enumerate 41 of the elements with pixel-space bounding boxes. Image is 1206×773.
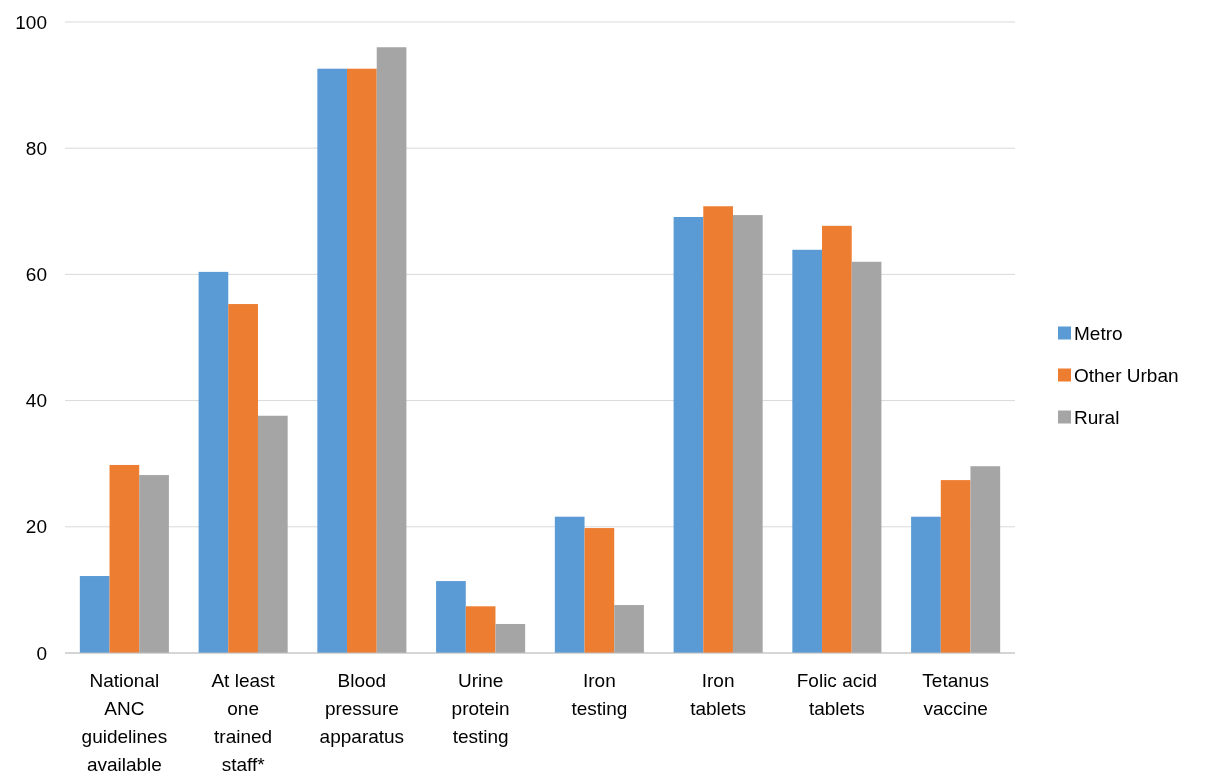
bar — [822, 225, 852, 653]
bar — [732, 215, 763, 653]
x-tick-label: Tetanus vaccine — [922, 670, 989, 719]
bar — [436, 581, 466, 653]
bar — [911, 516, 941, 653]
y-tick-label: 40 — [25, 390, 47, 412]
legend-label: Metro — [1074, 323, 1123, 345]
bar — [554, 516, 585, 653]
bar — [79, 576, 110, 653]
bar — [940, 480, 971, 653]
y-tick-label: 20 — [25, 516, 47, 538]
x-tick-label: Urine protein testing — [451, 670, 510, 747]
bar — [673, 216, 704, 653]
legend-label: Rural — [1074, 407, 1120, 429]
bar — [851, 261, 882, 653]
x-tick-label: Iron tablets — [690, 670, 747, 719]
y-tick-label: 80 — [25, 137, 47, 159]
y-tick-label: 100 — [15, 11, 47, 33]
bar — [584, 528, 615, 653]
bar — [257, 415, 288, 653]
bar — [228, 304, 258, 653]
y-tick-label: 0 — [36, 642, 47, 664]
bar — [347, 68, 377, 653]
x-tick-label: Blood pressure apparatus — [319, 670, 405, 747]
bar — [317, 68, 348, 653]
bar — [495, 623, 526, 653]
bar — [614, 605, 644, 653]
bar — [970, 466, 1001, 653]
y-tick-label: 60 — [25, 264, 47, 286]
legend-label: Other Urban — [1074, 365, 1179, 387]
bar — [792, 249, 823, 653]
x-tick-label: Folic acid tablets — [796, 670, 877, 719]
bar — [465, 606, 496, 653]
x-tick-label: At least one trained staff* — [211, 670, 276, 773]
bar — [139, 475, 169, 653]
x-tick-label: Iron testing — [571, 670, 628, 719]
bar — [109, 464, 140, 653]
bar — [198, 271, 229, 653]
bar — [376, 47, 407, 653]
x-tick-label: National ANC guidelines available — [81, 670, 168, 773]
bar — [703, 206, 733, 653]
